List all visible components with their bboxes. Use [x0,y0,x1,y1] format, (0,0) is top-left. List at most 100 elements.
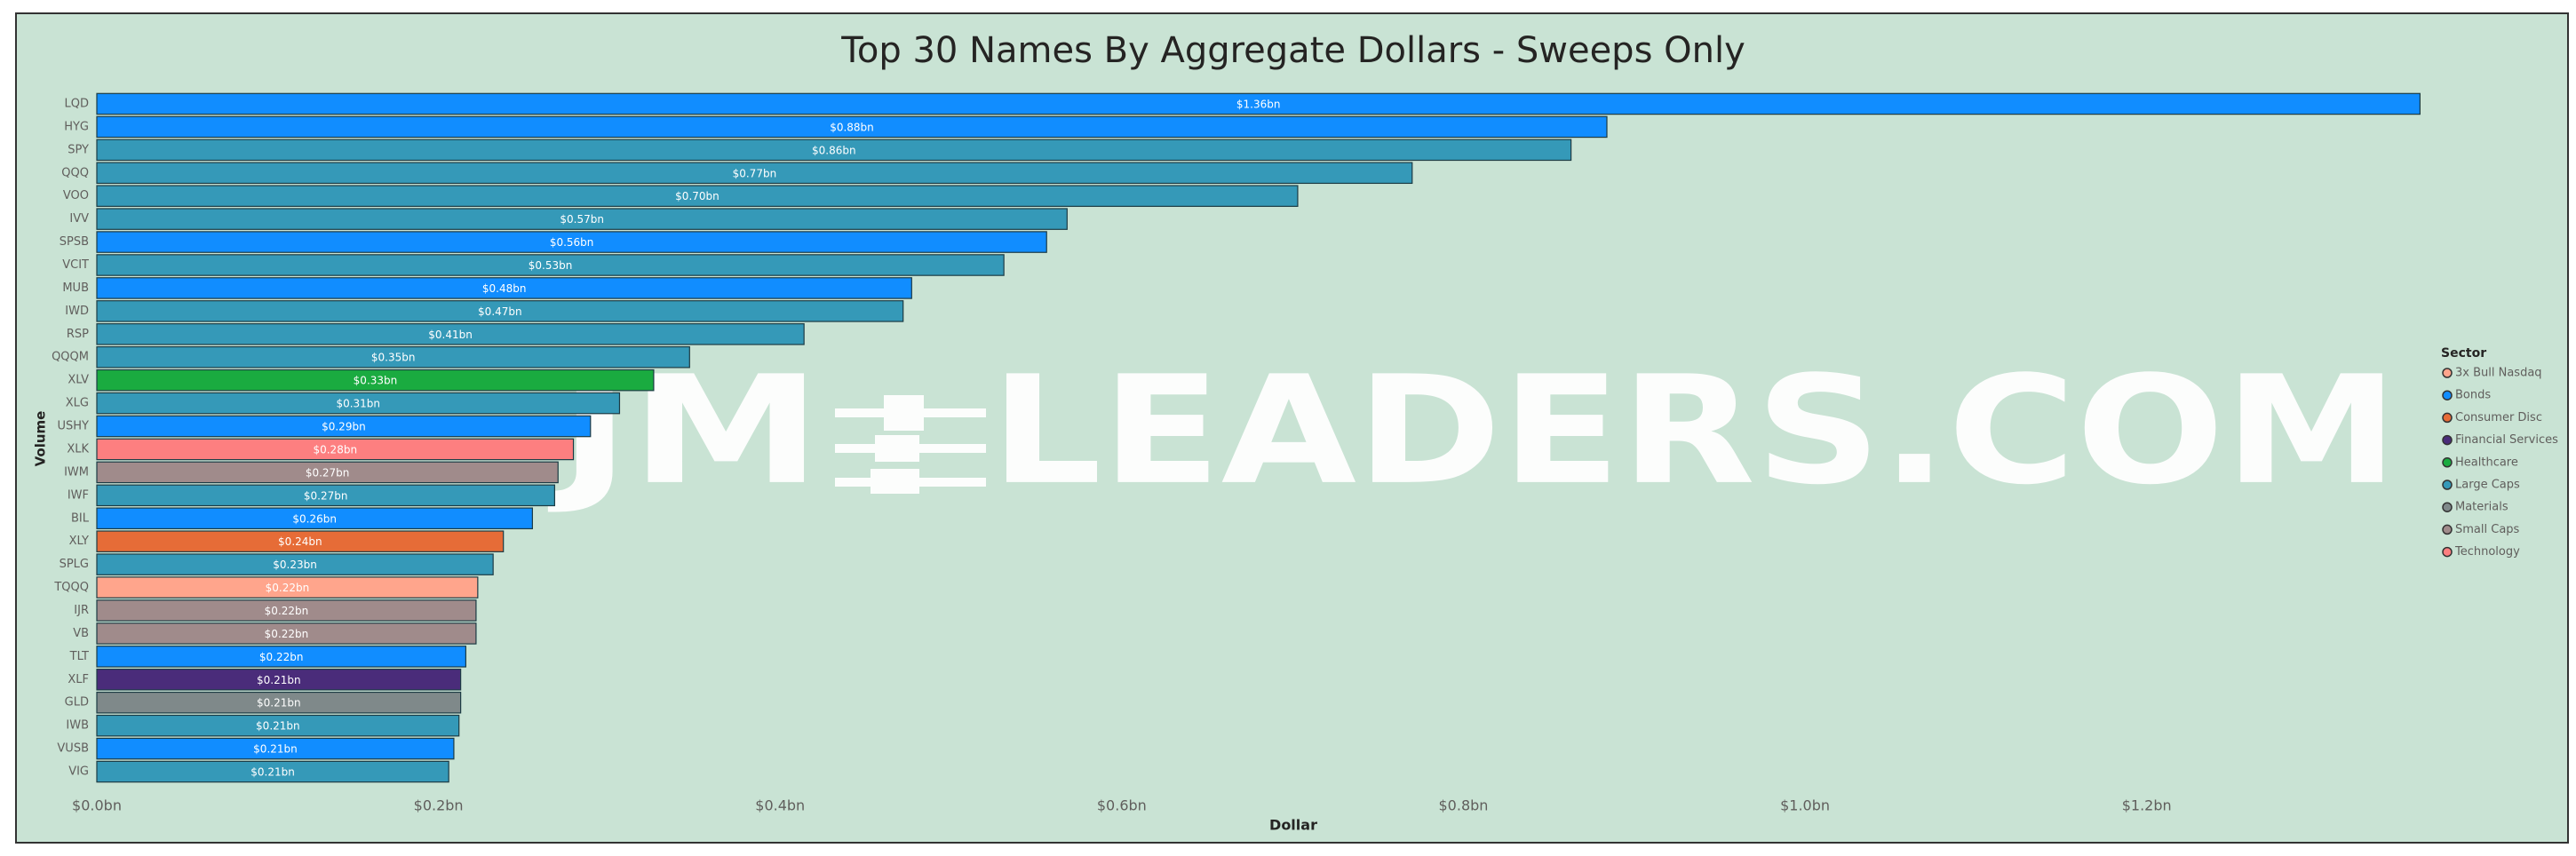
y-tick-label: XLG [66,397,89,410]
bar [96,254,1005,276]
value-label: $0.56bn [550,236,594,249]
value-label: $0.21bn [257,674,301,686]
value-label: $0.29bn [322,421,366,433]
legend-label: Healthcare [2455,456,2518,469]
bar [96,576,479,598]
legend-marker [2442,480,2453,490]
bar [96,162,1413,185]
y-tick-label: LQD [65,97,90,110]
bar [96,760,449,783]
bar [96,438,575,461]
legend-marker [2442,368,2453,378]
y-tick-label: XLK [67,442,89,456]
value-label: $0.70bn [675,190,720,202]
legend-marker [2442,457,2453,468]
value-label: $0.21bn [256,720,300,733]
bar [96,646,466,668]
y-tick-label: VIG [68,765,89,779]
bar [96,622,477,645]
bar [96,714,460,737]
bar [96,369,655,392]
y-tick-label: XLF [68,673,89,686]
bar [96,737,455,760]
value-label: $0.22bn [265,628,309,640]
bar [96,208,1068,230]
y-tick-label: USHY [58,420,90,433]
x-axis-label: Dollar [1269,817,1317,834]
value-label: $0.41bn [428,329,473,341]
y-tick-label: MUB [62,281,89,295]
y-tick-label: IWD [65,305,89,318]
chart-title: Top 30 Names By Aggregate Dollars - Swee… [840,30,1745,71]
bar [96,231,1047,253]
value-label: $0.21bn [253,743,298,756]
y-tick-label: TLT [69,650,89,663]
legend-label: Small Caps [2455,523,2520,536]
y-tick-label: TQQQ [53,581,89,594]
value-label: $0.48bn [482,282,527,295]
legend-label: Financial Services [2455,433,2558,447]
value-label: $0.21bn [250,766,295,779]
watermark-text: LEADERS.COM [990,344,2398,518]
bar [96,530,505,552]
bar [96,300,904,322]
value-label: $0.27bn [306,466,350,479]
y-tick-label: QQQ [61,166,89,179]
legend-label: Consumer Disc [2455,411,2542,424]
y-tick-label: HYG [64,120,89,133]
value-label: $0.35bn [371,352,416,364]
bar [96,115,1608,139]
bar [96,139,1572,162]
value-label: $0.33bn [354,375,398,387]
y-tick-label: SPY [68,143,89,156]
y-tick-label: SPLG [60,558,89,571]
y-axis-label: Volume [33,411,49,467]
y-tick-label: RSP [67,328,89,341]
icon-candle [875,435,919,462]
y-tick-label: IWF [68,488,89,502]
value-label: $0.22bn [259,651,304,663]
bar [96,599,477,622]
bar [96,507,533,530]
y-tick-label: IVV [69,212,89,226]
y-tick-label: VB [73,627,89,640]
legend-marker [2442,434,2453,446]
bar [96,691,462,714]
bar [96,415,592,438]
value-label: $0.47bn [478,305,522,318]
x-tick-label: $0.8bn [1439,797,1489,814]
legend-marker [2442,412,2453,424]
legend-marker [2442,502,2453,512]
x-tick-label: $1.2bn [2122,797,2172,814]
y-tick-label: GLD [65,696,89,709]
watermark-icon [835,395,986,494]
y-tick-label: VOO [63,189,89,202]
legend-marker [2442,390,2453,400]
x-tick-label: $0.4bn [755,797,805,814]
bar [96,669,462,691]
y-tick-label: IWM [64,465,89,479]
legend-title: Sector [2441,346,2486,361]
y-tick-label: VUSB [57,742,89,756]
x-tick-label: $0.0bn [72,797,122,814]
value-label: $0.21bn [257,697,301,709]
value-label: $0.53bn [529,259,573,272]
value-label: $0.27bn [304,489,348,502]
value-label: $0.26bn [292,512,337,525]
value-label: $0.23bn [273,559,317,571]
value-label: $0.88bn [830,121,874,133]
value-label: $0.57bn [560,213,604,226]
y-tick-label: QQQM [52,351,89,364]
value-label: $0.31bn [336,398,380,410]
value-label: $0.28bn [313,443,357,456]
y-tick-label: IWB [66,719,89,733]
legend-label: Large Caps [2455,479,2520,492]
bar [96,484,555,507]
bar [96,392,621,415]
legend-marker [2442,546,2453,558]
icon-candle [884,395,924,431]
y-tick-label: VCIT [62,258,89,272]
legend-label: Technology [2454,545,2520,559]
x-tick-label: $0.6bn [1097,797,1147,814]
